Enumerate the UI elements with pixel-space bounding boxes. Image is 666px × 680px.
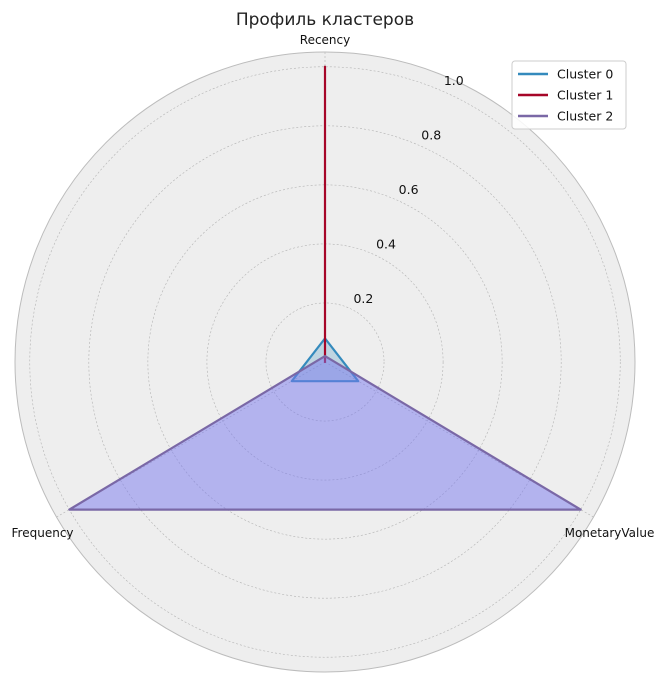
axis-label-recency: Recency xyxy=(300,33,350,47)
r-tick-label: 0.2 xyxy=(353,291,373,306)
r-tick-label: 0.4 xyxy=(376,237,396,252)
grid-ring xyxy=(29,66,621,658)
r-tick-label: 1.0 xyxy=(444,73,464,88)
chart-title: Профиль кластеров xyxy=(236,10,414,30)
series-line-2 xyxy=(68,355,582,511)
polar-frame xyxy=(14,51,636,673)
r-tick-label: 0.6 xyxy=(399,182,419,197)
legend-label-2: Cluster 2 xyxy=(557,109,613,124)
series-fill-2 xyxy=(69,356,581,510)
grid-ring xyxy=(147,184,503,540)
legend-label-0: Cluster 0 xyxy=(557,67,613,82)
legend-label-1: Cluster 1 xyxy=(557,88,613,103)
legend-frame xyxy=(511,60,627,130)
r-tick-label: 0.8 xyxy=(421,128,441,143)
plot-area: 0.2 0.4 0.6 0.8 1.0 Recency Frequency MonetaryV… xyxy=(12,33,655,673)
axis-label-frequency: Frequency xyxy=(12,526,74,540)
legend: Cluster 0 Cluster 1 Cluster 2 xyxy=(511,60,627,130)
axis-label-monetaryvalue: MonetaryValue xyxy=(565,526,655,540)
